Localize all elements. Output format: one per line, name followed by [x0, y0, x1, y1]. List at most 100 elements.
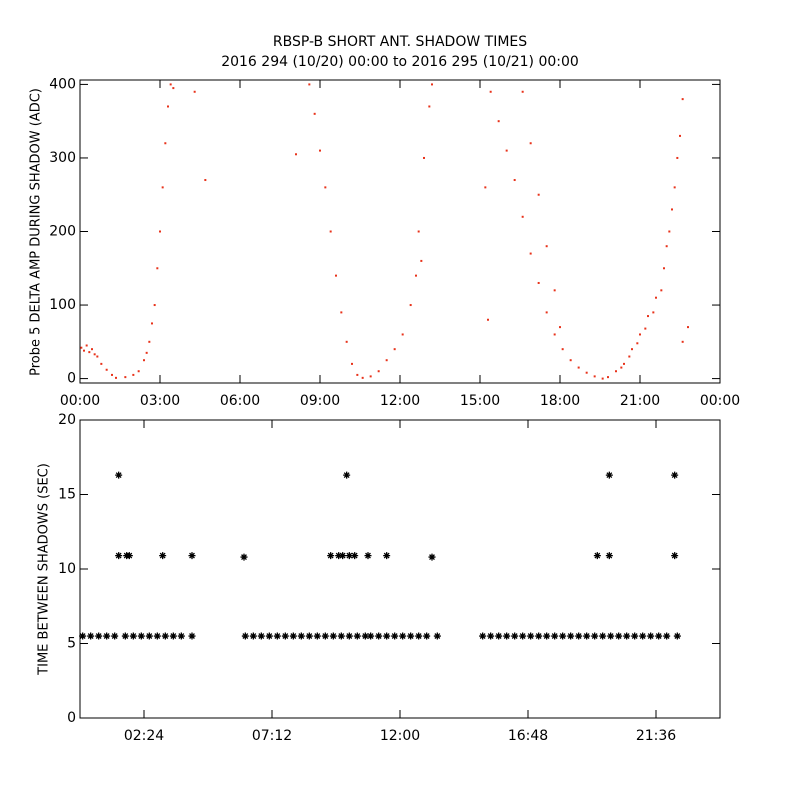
point	[639, 333, 641, 336]
point	[399, 632, 407, 640]
point	[383, 632, 391, 640]
point	[545, 311, 548, 314]
point	[615, 370, 617, 373]
point	[193, 90, 196, 93]
point	[329, 632, 337, 640]
point	[428, 553, 436, 561]
x-tick-label: 06:00	[220, 393, 260, 409]
point	[593, 552, 601, 560]
point	[87, 632, 95, 640]
point	[663, 632, 671, 640]
y-tick-label: 300	[49, 150, 76, 166]
point	[605, 552, 613, 560]
point	[585, 371, 588, 374]
point	[240, 553, 248, 561]
point	[111, 373, 113, 376]
point	[505, 149, 508, 152]
point	[88, 351, 91, 354]
point	[105, 368, 108, 371]
point	[137, 370, 140, 373]
y-axis-label: Probe 5 DELTA AMP DURING SHADOW (ADC)	[29, 88, 44, 376]
point	[529, 252, 532, 255]
point	[676, 156, 679, 159]
point	[129, 632, 137, 640]
point	[93, 353, 96, 356]
point	[489, 90, 492, 93]
point	[249, 632, 257, 640]
y-tick-label: 0	[67, 710, 76, 726]
point	[615, 632, 623, 640]
point	[125, 552, 133, 560]
point	[161, 186, 164, 189]
point	[124, 376, 127, 379]
point	[308, 83, 311, 86]
point	[159, 552, 167, 560]
point	[153, 632, 161, 640]
y-tick-label: 10	[58, 561, 76, 577]
point	[377, 370, 380, 373]
point	[551, 632, 559, 640]
point	[519, 632, 527, 640]
point	[559, 326, 561, 329]
y-tick-label: 15	[58, 487, 76, 503]
point	[681, 340, 684, 343]
point	[153, 304, 156, 307]
point	[639, 632, 647, 640]
point	[420, 259, 423, 262]
chart-subtitle: 2016 294 (10/20) 00:00 to 2016 295 (10/2…	[221, 54, 579, 70]
point	[169, 632, 177, 640]
y-tick-label: 400	[49, 76, 76, 92]
y-tick-label: 20	[58, 412, 76, 428]
point	[337, 632, 345, 640]
point	[428, 105, 431, 108]
x-tick-label: 02:24	[124, 728, 164, 744]
point	[351, 362, 353, 365]
point	[339, 552, 347, 560]
point	[169, 83, 172, 86]
point	[329, 230, 332, 233]
point	[543, 632, 551, 640]
point	[647, 632, 655, 640]
plot-frame	[79, 79, 721, 384]
point	[313, 632, 321, 640]
point	[535, 632, 543, 640]
point	[115, 552, 123, 560]
point	[479, 632, 487, 640]
point	[305, 632, 313, 640]
point	[561, 348, 564, 351]
x-tick-label: 16:48	[508, 728, 548, 744]
point	[321, 632, 329, 640]
point	[375, 632, 383, 640]
point	[521, 90, 524, 93]
point	[553, 289, 556, 292]
point	[289, 632, 297, 640]
point	[100, 362, 103, 365]
point	[369, 375, 372, 378]
point	[115, 471, 123, 479]
point	[575, 632, 583, 640]
point	[636, 342, 639, 345]
point	[671, 471, 679, 479]
point	[159, 230, 161, 233]
point	[521, 215, 524, 218]
point	[335, 274, 337, 277]
point	[537, 193, 540, 196]
point	[143, 359, 145, 362]
point	[121, 632, 129, 640]
point	[401, 333, 404, 336]
x-tick-label: 18:00	[540, 393, 580, 409]
point	[681, 98, 684, 101]
point	[383, 552, 391, 560]
point	[497, 120, 500, 123]
point	[145, 632, 153, 640]
point	[620, 366, 623, 369]
point	[385, 359, 388, 362]
point	[281, 632, 289, 640]
x-tick-label: 00:00	[60, 393, 100, 409]
point	[545, 245, 548, 248]
point	[652, 311, 655, 314]
point	[593, 375, 596, 378]
point	[345, 340, 348, 343]
point	[631, 348, 633, 351]
point	[495, 632, 503, 640]
